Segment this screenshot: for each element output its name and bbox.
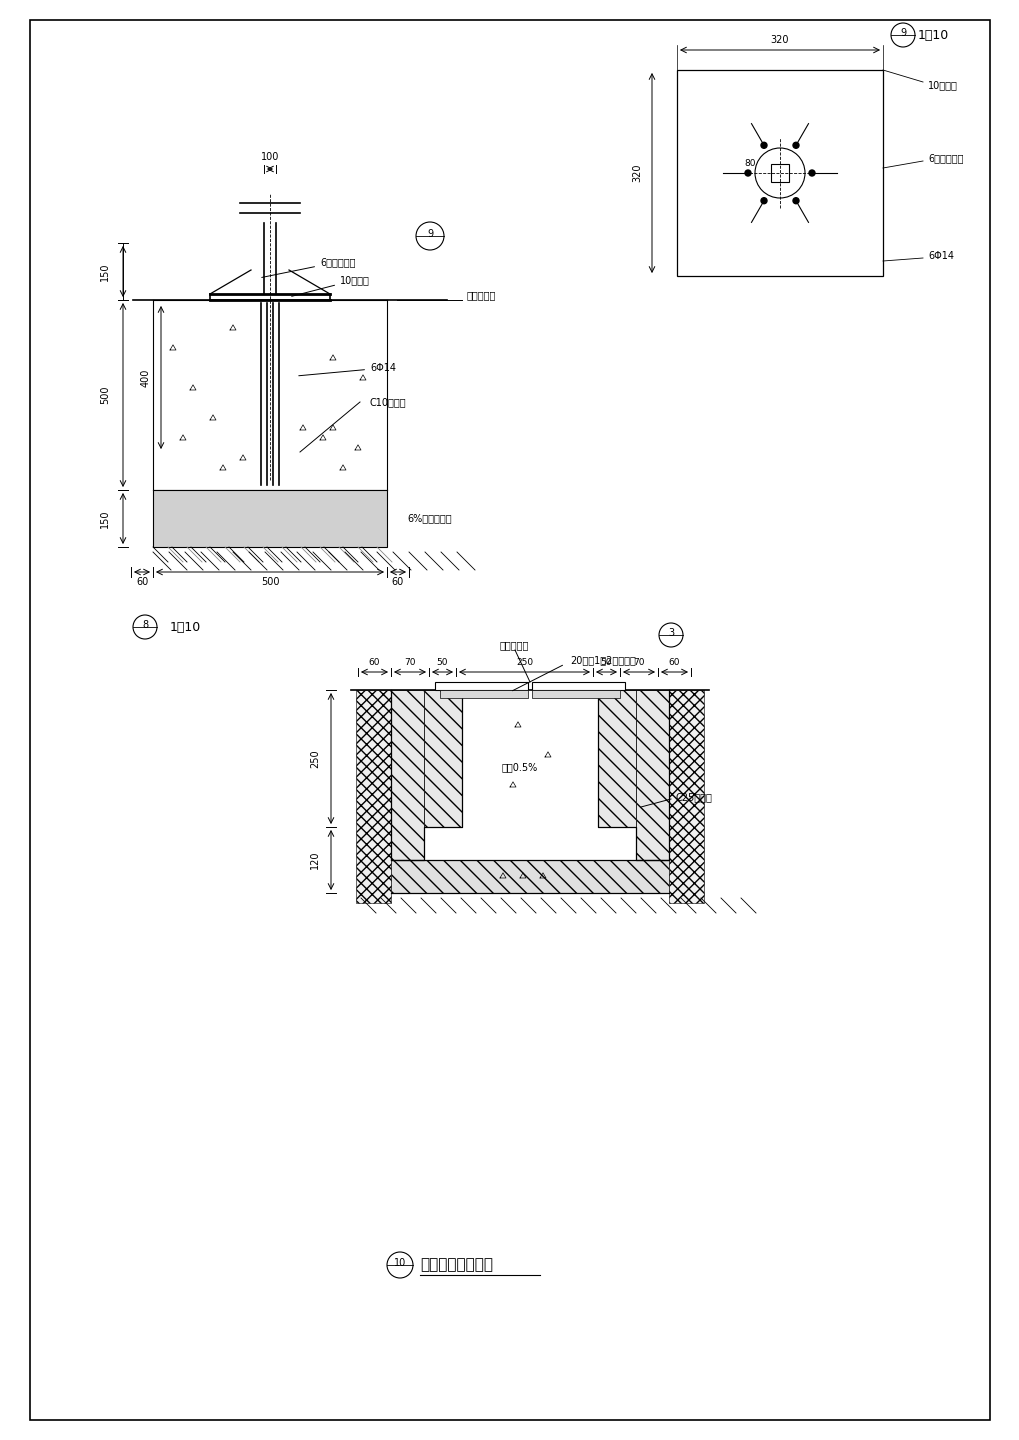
Text: 400: 400	[141, 369, 151, 387]
Text: 60: 60	[391, 577, 404, 588]
Text: 250: 250	[516, 658, 533, 667]
Bar	[532, 683, 625, 690]
Bar	[439, 690, 528, 698]
Text: 250: 250	[310, 749, 320, 768]
Text: C10混凝土: C10混凝土	[370, 397, 407, 408]
Text: 150: 150	[100, 262, 110, 281]
Text: 10: 10	[393, 1259, 406, 1269]
Text: 6%水泥石粉碎: 6%水泥石粉碎	[407, 513, 451, 523]
Text: 120: 120	[310, 851, 320, 870]
Bar	[677, 71, 882, 276]
Bar	[636, 690, 668, 860]
Text: 70: 70	[404, 658, 416, 667]
Bar	[356, 690, 390, 903]
Bar	[390, 860, 668, 893]
Bar	[153, 490, 386, 547]
Text: 320: 320	[770, 35, 789, 45]
Text: C25混凝土: C25混凝土	[676, 792, 712, 802]
Text: 20厘匹1：2水泥砂浆: 20厘匹1：2水泥砂浆	[570, 655, 635, 665]
Text: 80: 80	[744, 158, 755, 167]
Circle shape	[792, 143, 798, 148]
Circle shape	[744, 170, 750, 176]
Bar	[770, 164, 789, 181]
Circle shape	[760, 143, 766, 148]
Text: 320: 320	[632, 164, 641, 183]
Text: 150: 150	[100, 510, 110, 527]
Text: 6Φ14: 6Φ14	[299, 363, 395, 376]
Text: 9: 9	[427, 229, 433, 239]
Text: 8: 8	[142, 621, 148, 631]
Text: 6厘角钉锊接: 6厘角钉锊接	[262, 256, 356, 278]
Text: 9: 9	[899, 27, 905, 37]
Bar	[668, 690, 703, 903]
Bar	[532, 690, 620, 698]
Text: 100: 100	[261, 153, 279, 163]
Text: 1：10: 1：10	[169, 621, 201, 634]
Bar	[434, 683, 528, 690]
Text: 10厘钉板: 10厘钉板	[291, 275, 370, 297]
Text: 1：10: 1：10	[916, 29, 948, 42]
Text: 网球场地面: 网球场地面	[467, 289, 496, 300]
Bar	[424, 690, 462, 827]
Text: 500: 500	[261, 577, 279, 588]
Bar	[597, 690, 636, 827]
Text: 60: 60	[668, 658, 680, 667]
Text: 纵拥0.5%: 纵拥0.5%	[501, 762, 538, 772]
Text: 60: 60	[369, 658, 380, 667]
Text: 3: 3	[667, 628, 674, 638]
Text: 70: 70	[633, 658, 644, 667]
Text: 6Φ14: 6Φ14	[927, 251, 953, 261]
Circle shape	[808, 170, 814, 176]
Text: 50: 50	[600, 658, 611, 667]
Circle shape	[792, 197, 798, 203]
Circle shape	[760, 197, 766, 203]
Bar	[390, 690, 424, 860]
Text: 60: 60	[136, 577, 148, 588]
Text: 500: 500	[100, 386, 110, 405]
Text: 花岗岩盖板: 花岗岩盖板	[499, 639, 529, 649]
Circle shape	[754, 148, 804, 199]
Text: 排水明沟断面详图: 排水明沟断面详图	[420, 1257, 492, 1273]
Text: 6厘角钉锊接: 6厘角钉锊接	[927, 153, 963, 163]
Text: 50: 50	[436, 658, 447, 667]
Text: 10厘钉板: 10厘钉板	[927, 81, 957, 91]
